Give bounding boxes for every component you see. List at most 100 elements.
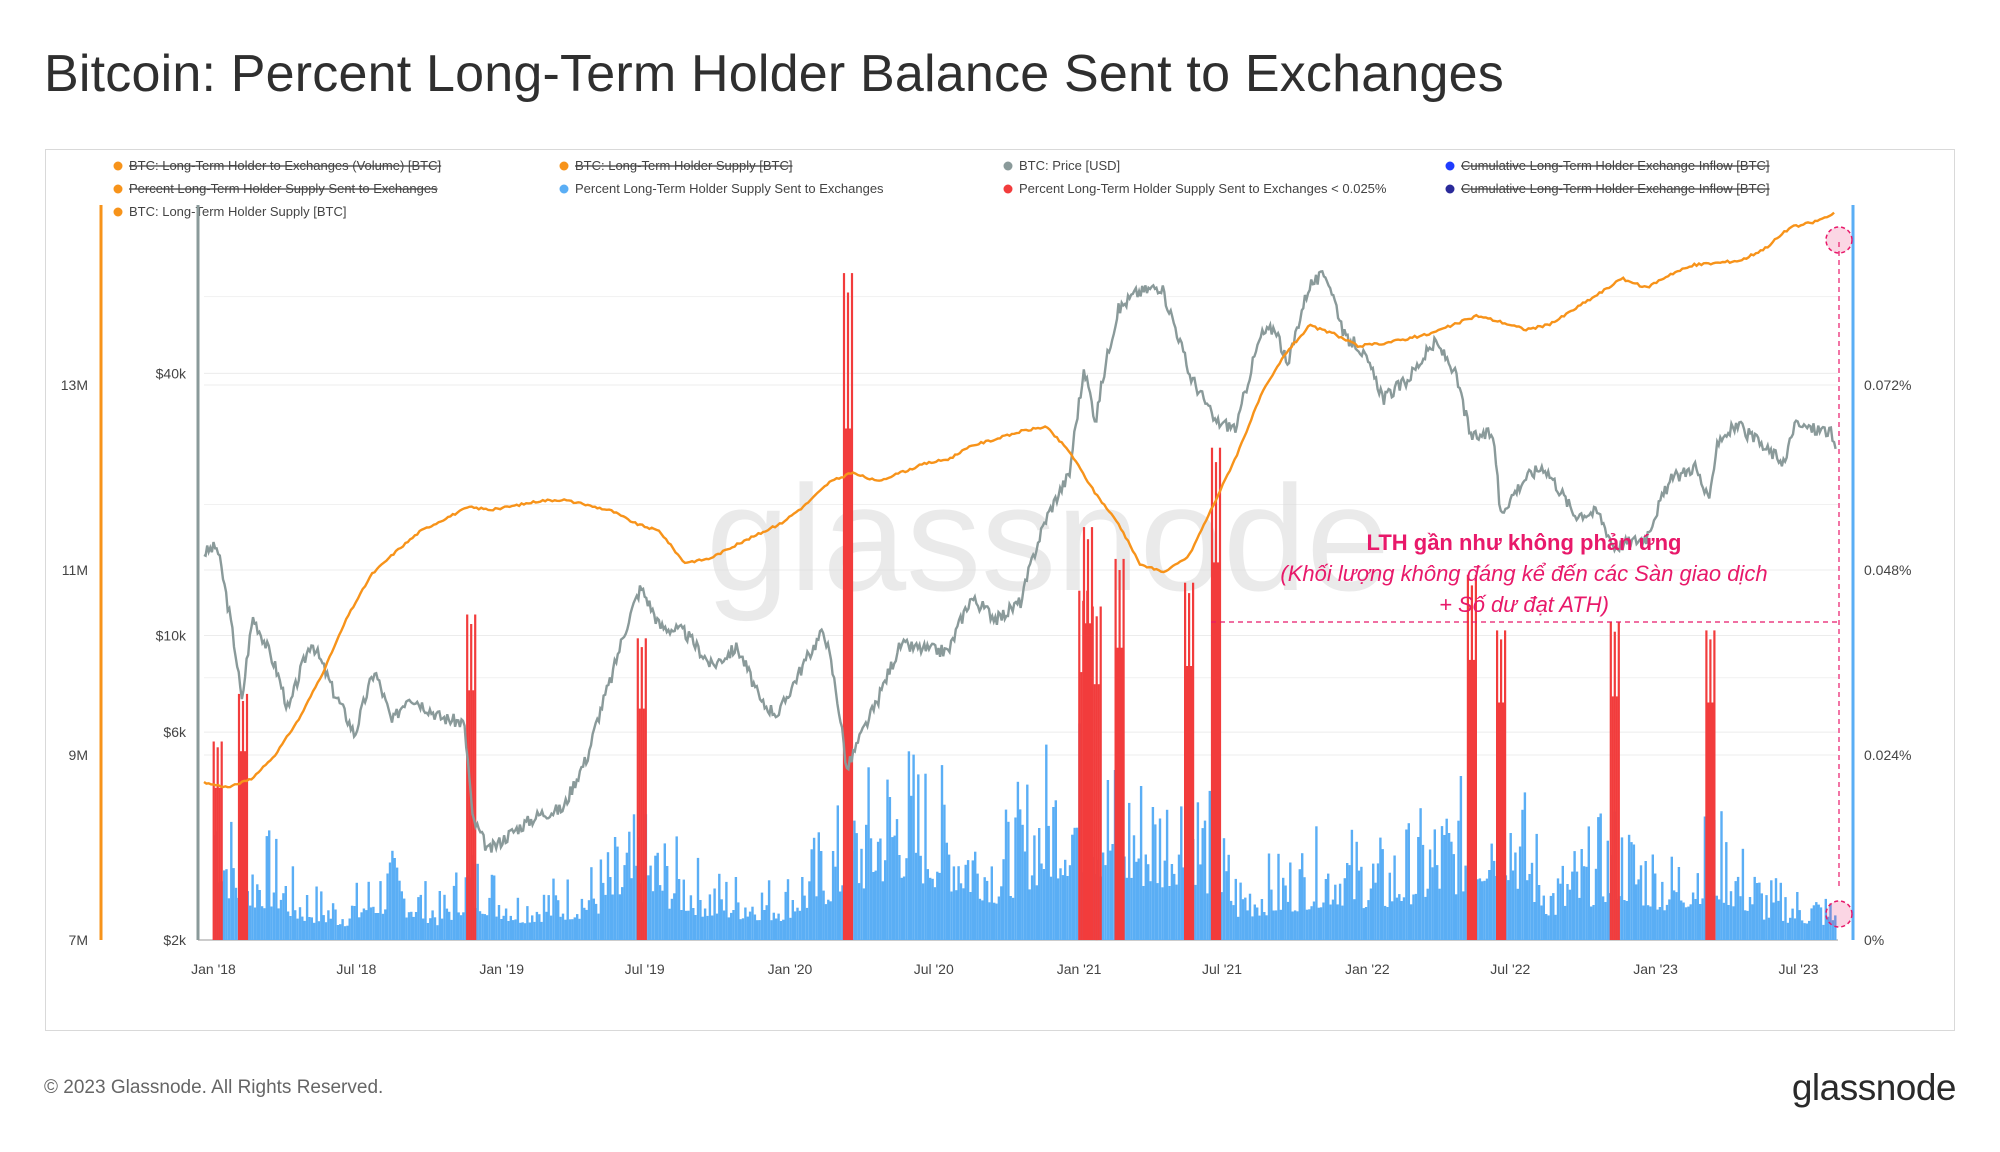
pct-bar <box>412 916 415 940</box>
pct-bar <box>1727 905 1730 940</box>
pct-low-spike <box>850 273 854 941</box>
pct-bar <box>377 913 380 940</box>
pct-bar <box>905 858 908 940</box>
pct-bar <box>1744 910 1747 940</box>
pct-bar <box>384 909 387 940</box>
pct-bar <box>900 877 903 940</box>
x-tick-label: Jan '18 <box>191 961 236 977</box>
pct-bar <box>706 915 709 940</box>
pct-bar <box>590 867 593 940</box>
pct-bar <box>1154 824 1157 940</box>
pct-bar <box>395 867 399 940</box>
pct-bar <box>1251 916 1254 940</box>
pct-bar <box>324 922 328 940</box>
pct-bar <box>249 905 252 940</box>
pct-bar <box>1478 878 1482 940</box>
pct-bar <box>234 887 238 940</box>
pct-bar <box>374 913 377 940</box>
pct-bar <box>611 894 614 940</box>
pct-bar <box>1601 896 1605 940</box>
pct-low-spike <box>1088 623 1092 940</box>
pct-bar <box>1175 884 1178 940</box>
pct-bar <box>685 910 688 940</box>
pct-bar <box>1753 876 1756 940</box>
price-tick-label: $6k <box>163 724 187 740</box>
pct-bar <box>1206 893 1209 940</box>
pct-bar <box>538 914 541 940</box>
pct-bar <box>1796 892 1799 940</box>
legend-item[interactable]: Percent Long-Term Holder Supply Sent to … <box>575 181 884 196</box>
pct-bar <box>1293 910 1297 940</box>
pct-bar <box>519 922 522 940</box>
pct-bar <box>1128 802 1131 940</box>
pct-low-spike <box>844 428 848 940</box>
pct-bar <box>1720 811 1723 940</box>
pct-bar <box>1241 899 1245 940</box>
pct-bar <box>836 805 839 940</box>
legend-item[interactable]: BTC: Long-Term Holder to Exchanges (Volu… <box>129 158 441 173</box>
pct-bar <box>741 918 745 940</box>
pct-bar <box>1071 834 1074 940</box>
pct-bar <box>450 919 453 940</box>
pct-bar <box>623 865 626 940</box>
pct-bar <box>1781 920 1785 940</box>
pct-bar <box>1509 833 1512 940</box>
pct-bar <box>1718 899 1721 940</box>
pct-low-spike <box>470 624 473 940</box>
pct-bar <box>1597 817 1600 940</box>
pct-bar <box>1521 809 1524 940</box>
pct-low-spike <box>1099 606 1102 940</box>
pct-bar <box>336 925 340 940</box>
pct-bar <box>630 878 633 940</box>
legend-item[interactable]: Cumulative Long-Term Holder Exchange Inf… <box>1461 158 1770 173</box>
pct-bar <box>1668 899 1671 940</box>
legend-item[interactable]: BTC: Long-Term Holder Supply [BTC] <box>129 204 346 219</box>
pct-bar <box>1462 891 1465 940</box>
pct-bar <box>1528 874 1531 940</box>
pct-bar <box>1507 880 1510 940</box>
pct-bar <box>1201 828 1204 940</box>
legend-item[interactable]: Percent Long-Term Holder Supply Sent to … <box>129 181 438 196</box>
pct-bar <box>1156 883 1159 940</box>
pct-bar <box>1265 915 1268 940</box>
legend-item[interactable]: Percent Long-Term Holder Supply Sent to … <box>1019 181 1387 196</box>
x-tick-label: Jul '22 <box>1490 961 1530 977</box>
pct-bar <box>1464 865 1467 940</box>
pct-bar <box>1312 901 1316 940</box>
legend-item[interactable]: BTC: Price [USD] <box>1019 158 1120 173</box>
pct-bar <box>798 910 802 940</box>
pct-bar <box>829 901 832 940</box>
legend-item[interactable]: BTC: Long-Term Holder Supply [BTC] <box>575 158 792 173</box>
pct-bar <box>1450 841 1453 940</box>
x-tick-label: Jan '19 <box>479 961 524 977</box>
pct-bar <box>1237 916 1240 940</box>
pct-bar <box>1232 905 1235 940</box>
pct-bar <box>765 905 768 940</box>
legend-swatch <box>113 161 123 171</box>
legend: BTC: Long-Term Holder to Exchanges (Volu… <box>113 158 1770 219</box>
pct-bar <box>1253 904 1256 940</box>
pct-bar <box>1310 906 1313 940</box>
pct-bar <box>656 852 659 940</box>
pct-bar <box>1258 915 1261 940</box>
pct-bar <box>1722 902 1726 940</box>
pct-bar <box>841 885 844 940</box>
pct-bar <box>1834 915 1837 940</box>
legend-item[interactable]: Cumulative Long-Term Holder Exchange Inf… <box>1461 181 1770 196</box>
pct-bar <box>1547 915 1550 940</box>
pct-bar <box>621 887 624 940</box>
pct-bar <box>1291 911 1294 940</box>
pct-bar <box>907 751 911 940</box>
pct-bar <box>898 855 901 940</box>
pct-bar <box>1428 849 1432 940</box>
pct-low-spike <box>1468 659 1471 940</box>
pct-bar <box>1068 865 1072 940</box>
pct-bar <box>784 891 787 940</box>
pct-bar <box>1045 744 1048 940</box>
pct-bar <box>1516 888 1519 940</box>
pct-bar <box>483 914 486 940</box>
pct-bar <box>422 918 425 940</box>
pct-bar <box>1770 880 1773 940</box>
pct-bar <box>1030 875 1034 940</box>
pct-bar <box>959 883 963 940</box>
